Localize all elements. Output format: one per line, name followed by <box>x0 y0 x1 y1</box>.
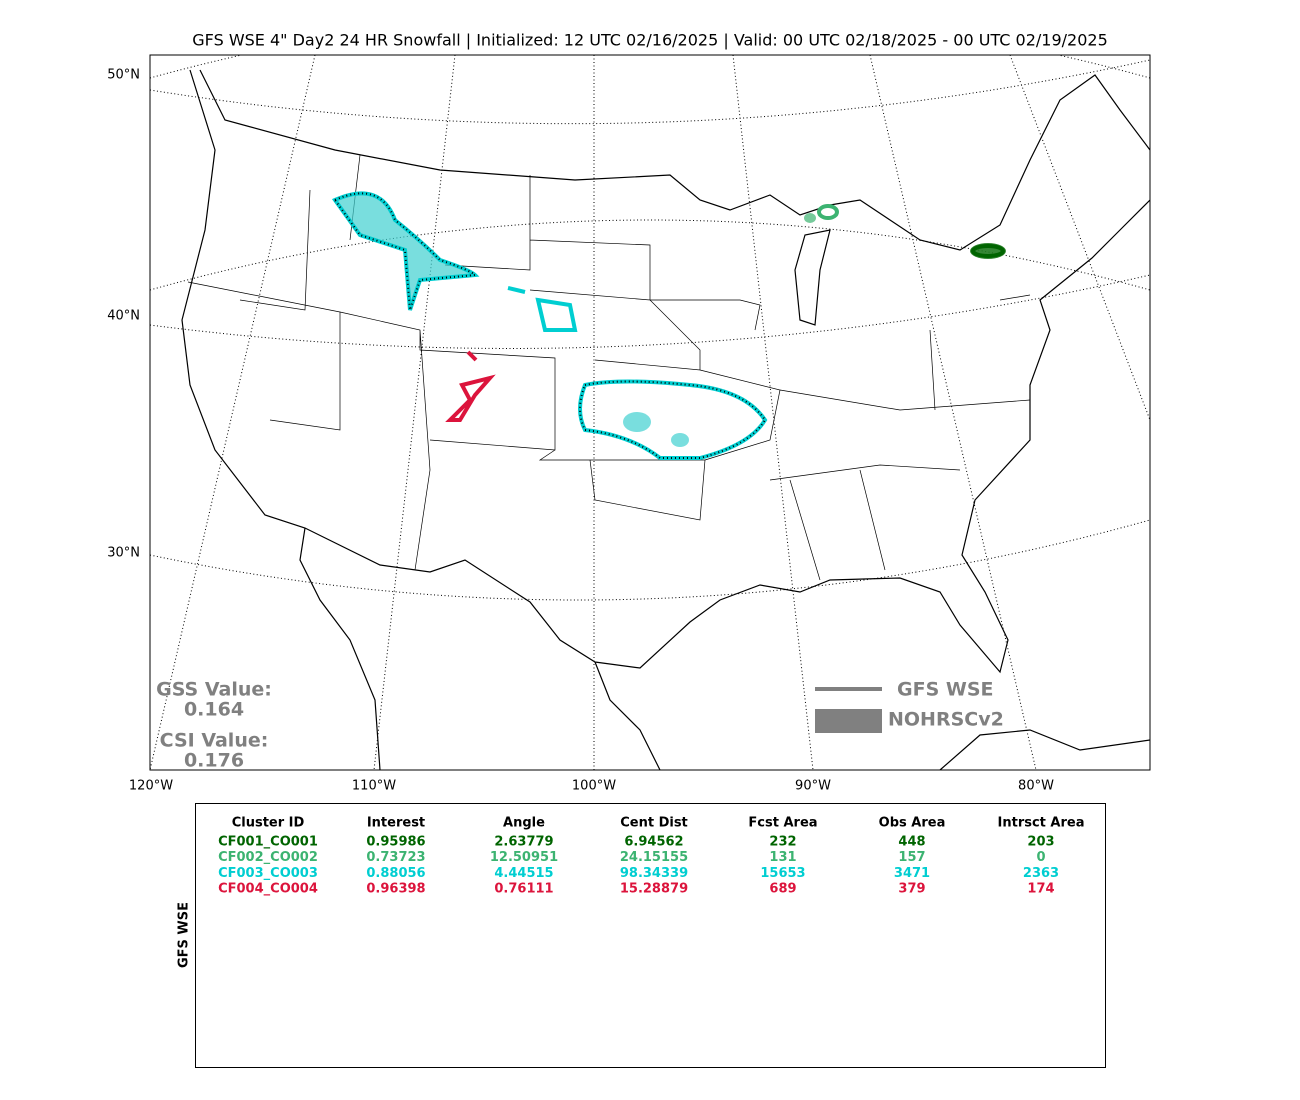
title: GFS WSE 4" Day2 24 HR Snowfall | Initial… <box>192 31 1108 50</box>
stats-table: GFS WSE Cluster ID Interest Angle Cent Dist F… <box>177 803 1106 1068</box>
table-cell: CF004_CO004 <box>218 882 318 897</box>
column-header: Cent Dist <box>620 816 688 831</box>
table-cell: 0.96398 <box>366 882 425 897</box>
legend-label: NOHRSCv2 <box>888 709 1004 731</box>
table-cell: 24.15155 <box>620 850 688 865</box>
table-cell: 0.76111 <box>494 882 553 897</box>
table-cell: CF001_CO001 <box>218 835 318 850</box>
lat-label: 50°N <box>107 68 140 83</box>
table-cell: 203 <box>1027 835 1054 850</box>
column-header: Angle <box>503 816 545 831</box>
table-cell: 6.94562 <box>624 835 683 850</box>
lon-label: 120°W <box>129 779 173 794</box>
column-header: Fcst Area <box>748 816 817 831</box>
column-header: Interest <box>367 816 425 831</box>
lon-label: 90°W <box>795 779 831 794</box>
table-cell: 157 <box>898 850 925 865</box>
table-cell: 0 <box>1036 850 1045 865</box>
table-cell: 4.44515 <box>494 866 553 881</box>
table-cell: 12.50951 <box>490 850 558 865</box>
score-label: CSI Value: <box>160 730 269 752</box>
table-cell: 448 <box>898 835 925 850</box>
table-cell: 0.88056 <box>366 866 425 881</box>
lon-label: 110°W <box>352 779 396 794</box>
side-label: GFS WSE <box>177 902 192 968</box>
lat-label: 40°N <box>107 309 140 324</box>
table-cell: 0.95986 <box>366 835 425 850</box>
legend-label: GFS WSE <box>897 679 994 701</box>
score-value: 0.176 <box>184 750 244 772</box>
table-cell: CF003_CO003 <box>218 866 318 881</box>
table-cell: 2363 <box>1023 866 1059 881</box>
table-cell: 3471 <box>894 866 930 881</box>
table-cell: 15.28879 <box>620 882 688 897</box>
table-cell: 174 <box>1027 882 1054 897</box>
map <box>149 54 1151 771</box>
table-cell: 689 <box>769 882 796 897</box>
table-cell: CF002_CO002 <box>218 850 318 865</box>
map-labels: 50°N 40°N 30°N 120°W 110°W 100°W 90°W 80°W GSS V… <box>107 68 1054 794</box>
score-label: GSS Value: <box>156 679 272 701</box>
table-cell: 15653 <box>760 866 805 881</box>
column-header: Intrsct Area <box>998 816 1085 831</box>
lon-label: 100°W <box>572 779 616 794</box>
table-cell: 2.63779 <box>494 835 553 850</box>
table-cell: 379 <box>898 882 925 897</box>
column-header: Obs Area <box>879 816 946 831</box>
table-cell: 131 <box>769 850 796 865</box>
lat-label: 30°N <box>107 546 140 561</box>
lon-label: 80°W <box>1018 779 1054 794</box>
table-cell: 232 <box>769 835 796 850</box>
score-value: 0.164 <box>184 699 244 721</box>
column-header: Cluster ID <box>232 816 305 831</box>
table-cell: 0.73723 <box>366 850 425 865</box>
table-cell: 98.34339 <box>620 866 688 881</box>
